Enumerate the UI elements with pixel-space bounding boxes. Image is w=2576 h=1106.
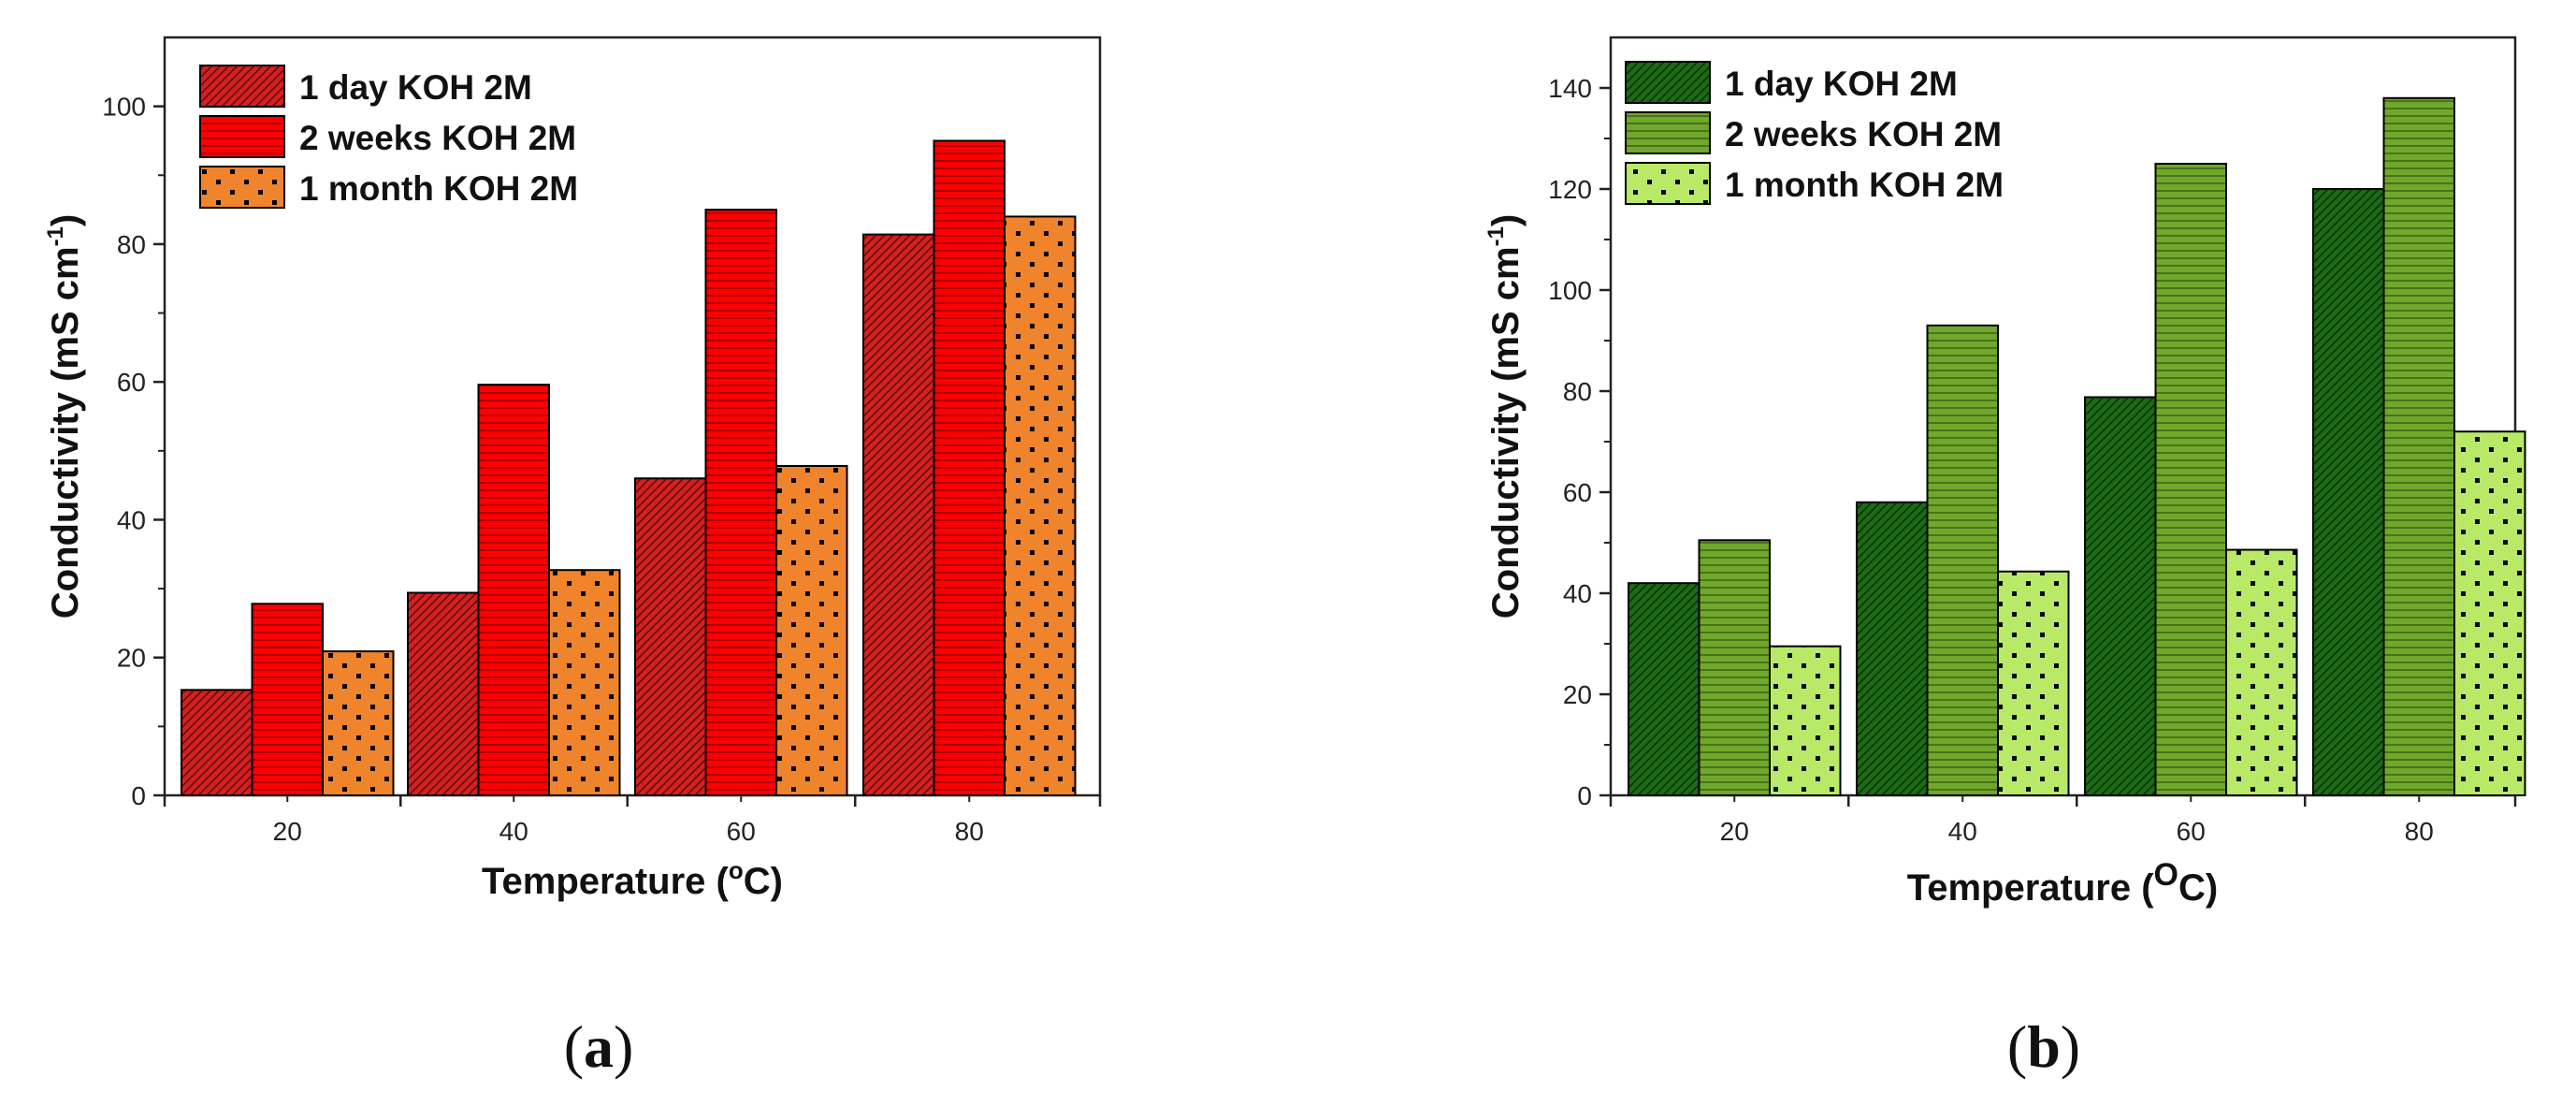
y-tick-label: 20 (117, 644, 146, 673)
legend-swatch-1-day-pattern (200, 65, 284, 107)
bar-pattern (324, 652, 393, 794)
y-tick-label: 120 (1548, 175, 1592, 204)
bar-pattern (2156, 165, 2225, 794)
bar-pattern (253, 604, 322, 794)
panel-label-b: (b) (2007, 1013, 2080, 1080)
bar-pattern (706, 211, 775, 794)
x-tick-label: 20 (1720, 817, 1749, 846)
x-tick-label: 20 (273, 817, 302, 846)
bar-pattern (777, 467, 847, 794)
y-tick-label: 0 (1577, 781, 1592, 810)
y-tick-label: 40 (1563, 579, 1592, 608)
bar-group (181, 139, 1077, 797)
legend-swatch-2-weeks-pattern (1626, 112, 1710, 153)
x-tick-label: 40 (499, 817, 528, 846)
bar-pattern (2384, 98, 2453, 795)
chart-panel-b: 0 20 40 60 80 100 120 140 20 40 60 80 Temperature … (1483, 36, 2526, 1080)
legend-swatch-1-month-pattern (200, 167, 284, 208)
y-axis-title: Conductivity (mS cm-1) (43, 214, 86, 619)
x-tick-label: 60 (727, 817, 756, 846)
y-axis-ticks: 0 20 40 60 80 100 (102, 93, 165, 810)
legend-swatch-1-day-pattern (1626, 62, 1710, 103)
y-tick-label: 20 (1563, 680, 1592, 709)
x-tick-label: 60 (2177, 817, 2206, 846)
bar-pattern (934, 141, 1004, 795)
x-tick-label: 40 (1948, 817, 1977, 846)
y-tick-label: 0 (131, 781, 146, 810)
y-tick-label: 60 (1563, 478, 1592, 507)
bar-pattern (182, 691, 252, 794)
x-axis-title: Temperature (oC) (482, 856, 783, 902)
bar-pattern (1771, 647, 1840, 794)
x-axis-ticks: 20 40 60 80 (163, 795, 1102, 846)
x-tick-label: 80 (2405, 817, 2434, 846)
bar-pattern (1858, 502, 1927, 794)
x-axis-title: Temperature (OC) (1907, 857, 2218, 909)
y-tick-label: 100 (1548, 276, 1592, 305)
legend-label-2-weeks: 2 weeks KOH 2M (1725, 115, 2002, 153)
bar-pattern (479, 386, 548, 794)
bar-pattern (2227, 550, 2296, 794)
bar-pattern (1006, 217, 1075, 795)
bar-pattern (1700, 541, 1769, 794)
y-axis-title: Conductivity (mS cm-1) (1483, 214, 1527, 619)
y-tick-label: 100 (102, 93, 146, 122)
x-tick-label: 80 (955, 817, 984, 846)
legend-swatch-1-month-pattern (1626, 163, 1710, 204)
y-tick-label: 40 (117, 505, 146, 534)
bar-pattern (636, 479, 705, 794)
chart-panel-a: 0 20 40 60 80 100 20 40 60 80 Temperature (oC) C… (43, 36, 1102, 1080)
bar-pattern (2314, 190, 2383, 794)
x-axis-ticks: 20 40 60 80 (1609, 795, 2517, 846)
bar-pattern (1928, 326, 1997, 794)
panel-label-a: (a) (564, 1013, 634, 1080)
legend-label-2-weeks: 2 weeks KOH 2M (299, 119, 576, 157)
y-tick-label: 80 (117, 230, 146, 259)
legend-swatch-2-weeks-pattern (200, 116, 284, 157)
bar-pattern (1999, 572, 2068, 794)
legend-label-1-month: 1 month KOH 2M (1725, 166, 2004, 204)
legend: 1 day KOH 2M 2 weeks KOH 2M 1 month KOH … (1625, 61, 2004, 205)
y-tick-label: 80 (1563, 377, 1592, 406)
bar-pattern (1629, 584, 1699, 794)
bar-pattern (409, 593, 478, 794)
bar-pattern (550, 571, 619, 794)
legend-label-1-day: 1 day KOH 2M (299, 68, 532, 107)
legend-label-1-day: 1 day KOH 2M (1725, 65, 1958, 103)
plot-frame (163, 36, 1102, 797)
y-axis-ticks: 0 20 40 60 80 100 120 140 (1548, 74, 1611, 810)
y-tick-label: 140 (1548, 74, 1592, 103)
y-tick-label: 60 (117, 368, 146, 397)
legend-label-1-month: 1 month KOH 2M (299, 169, 578, 208)
bar-pattern (2455, 432, 2525, 794)
legend: 1 day KOH 2M 2 weeks KOH 2M 1 month KOH … (199, 65, 578, 209)
bar-pattern (864, 235, 933, 795)
bar-group (1628, 96, 2526, 797)
bar-pattern (2086, 398, 2155, 794)
